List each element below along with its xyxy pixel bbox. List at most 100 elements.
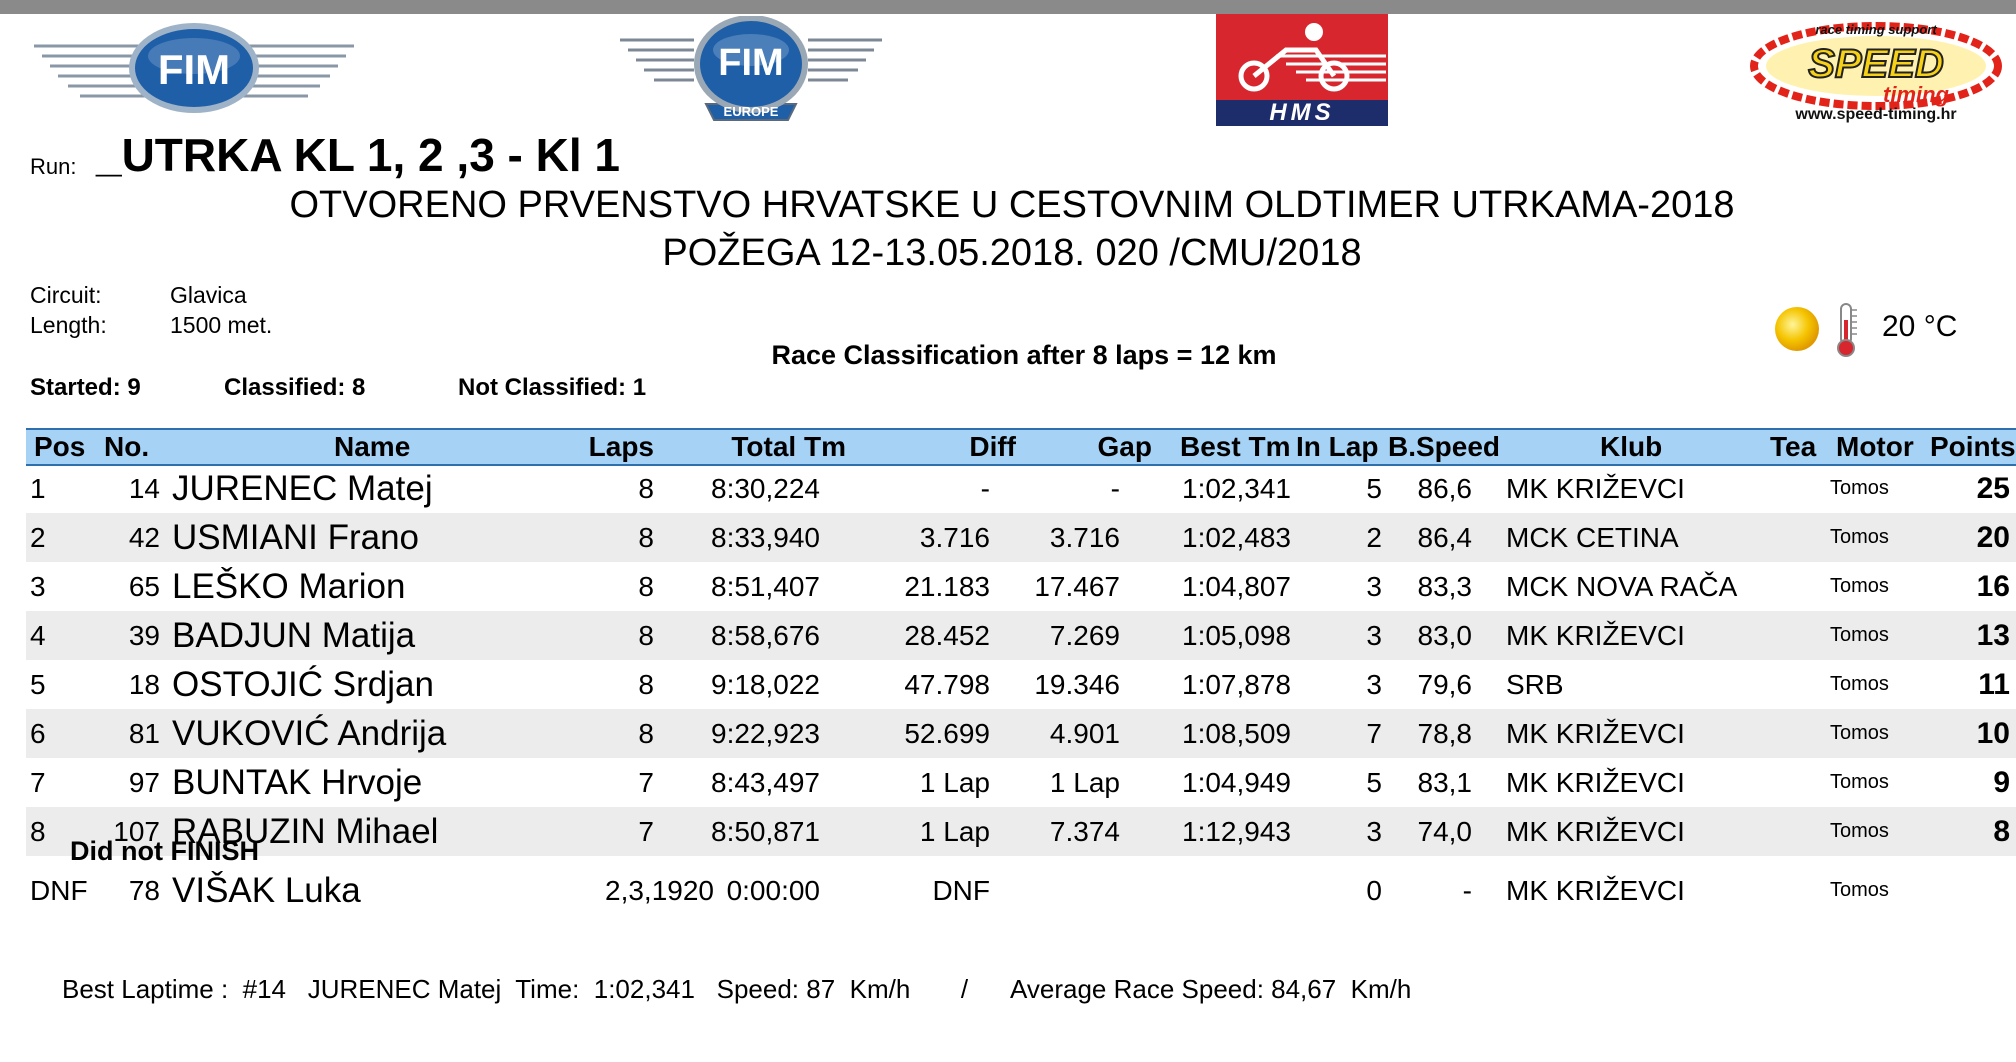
sun-icon xyxy=(1772,304,1822,354)
speed-logo-toptext: race timing support xyxy=(1815,22,1937,37)
table-row: 8 107 RABUZIN Mihael 7 8:50,871 1 Lap 7.374 1:1… xyxy=(26,807,2016,856)
cell-motor: Tomos xyxy=(1830,526,1889,548)
cell-motor: Tomos xyxy=(1830,820,1889,842)
circuit-label: Circuit: xyxy=(30,282,102,308)
cell-points: 25 xyxy=(1976,472,2010,505)
run-label: Run: xyxy=(30,154,77,179)
cell-best: 1:05,098 xyxy=(1182,620,1291,651)
dnf-total: 0:00:00 xyxy=(726,875,820,906)
dnf-pos: DNF xyxy=(30,875,88,906)
cell-bspeed: 83,1 xyxy=(1417,767,1473,798)
cell-name: OSTOJIĆ Srdjan xyxy=(172,665,434,704)
cell-name: LEŠKO Marion xyxy=(172,567,406,606)
event-subtitle: POŽEGA 12-13.05.2018. 020 /CMU/2018 xyxy=(662,232,1362,274)
cell-klub: MCK CETINA xyxy=(1506,522,1679,553)
cell-points: 11 xyxy=(1978,668,2010,701)
cell-pos: 2 xyxy=(30,522,46,553)
dnf-no: 78 xyxy=(128,875,160,906)
speed-logo-text: SPEED xyxy=(1807,41,1945,87)
cell-inlap: 2 xyxy=(1366,522,1382,553)
col-tea: Tea xyxy=(1770,431,1817,462)
dnf-row: DNF 78 VIŠAK Luka 2,3,1920 0:00:00 DNF 0… xyxy=(26,866,2016,915)
cell-best: 1:07,878 xyxy=(1182,669,1291,700)
cell-diff: 1 Lap xyxy=(919,767,990,798)
cell-gap: 7.269 xyxy=(1049,620,1120,651)
col-no: No. xyxy=(104,431,150,462)
cell-bspeed: 86,6 xyxy=(1417,473,1473,504)
col-name: Name xyxy=(334,431,411,462)
cell-diff: 28.452 xyxy=(904,620,990,651)
cell-motor: Tomos xyxy=(1830,575,1889,597)
cell-bspeed: 83,3 xyxy=(1417,571,1473,602)
dnf-title: Did not FINISH xyxy=(70,836,259,866)
cell-diff: 1 Lap xyxy=(919,816,990,847)
cell-gap: - xyxy=(1110,473,1120,504)
cell-laps: 8 xyxy=(638,718,654,749)
cell-total: 8:50,871 xyxy=(711,816,820,847)
not-classified-count: Not Classified: 1 xyxy=(458,374,647,401)
col-motor: Motor xyxy=(1836,431,1914,462)
cell-inlap: 3 xyxy=(1366,571,1382,602)
cell-pos: 7 xyxy=(30,767,46,798)
cell-motor: Tomos xyxy=(1830,771,1889,793)
col-inlap: In Lap xyxy=(1296,431,1379,462)
cell-laps: 8 xyxy=(638,473,654,504)
speed-timing-logo: race timing support SPEED timing www.spe… xyxy=(1736,14,2014,126)
cell-bspeed: 86,4 xyxy=(1417,522,1473,553)
table-row: 7 97 BUNTAK Hrvoje 7 8:43,497 1 Lap 1 Lap 1:04,… xyxy=(26,758,2016,807)
cell-bspeed: 78,8 xyxy=(1417,718,1473,749)
col-points: Points xyxy=(1930,431,2016,462)
cell-laps: 8 xyxy=(638,669,654,700)
cell-points: 8 xyxy=(1993,815,2010,848)
cell-motor: Tomos xyxy=(1830,722,1889,744)
cell-inlap: 7 xyxy=(1366,718,1382,749)
cell-motor: Tomos xyxy=(1830,624,1889,646)
col-gap: Gap xyxy=(1097,431,1152,462)
cell-gap: 3.716 xyxy=(1049,522,1120,553)
cell-inlap: 5 xyxy=(1366,767,1382,798)
table-header: Pos No. Name Laps Total Tm Diff Gap Best… xyxy=(26,428,2016,466)
cell-points: 13 xyxy=(1976,619,2010,652)
cell-motor: Tomos xyxy=(1830,673,1889,695)
cell-klub: SRB xyxy=(1506,669,1564,700)
cell-diff: 3.716 xyxy=(919,522,990,553)
result-sheet: FIM FIM EUROPE HMS xyxy=(0,14,2016,1062)
length-label: Length: xyxy=(30,312,107,338)
cell-pos: 4 xyxy=(30,620,46,651)
table-row: 4 39 BADJUN Matija 8 8:58,676 28.452 7.269 1:05… xyxy=(26,611,2016,660)
cell-gap: 17.467 xyxy=(1034,571,1120,602)
cell-points: 10 xyxy=(1976,717,2010,750)
cell-gap: 4.901 xyxy=(1049,718,1120,749)
cell-gap: 19.346 xyxy=(1034,669,1120,700)
cell-laps: 7 xyxy=(638,767,654,798)
cell-best: 1:02,483 xyxy=(1182,522,1291,553)
fim-europe-logo: FIM EUROPE xyxy=(614,15,888,128)
cell-no: 107 xyxy=(113,816,160,847)
cell-klub: MK KRIŽEVCI xyxy=(1506,816,1685,847)
cell-no: 81 xyxy=(128,718,160,749)
dnf-inlap: 0 xyxy=(1366,875,1382,906)
cell-name: USMIANI Frano xyxy=(172,518,419,557)
cell-total: 8:33,940 xyxy=(711,522,820,553)
thermometer-icon xyxy=(1832,302,1860,358)
hms-logo: HMS xyxy=(1216,14,1388,126)
hms-logo-text: HMS xyxy=(1269,99,1335,126)
cell-no: 65 xyxy=(128,571,160,602)
cell-points: 20 xyxy=(1976,521,2010,554)
col-laps: Laps xyxy=(588,431,654,462)
event-title: OTVORENO PRVENSTVO HRVATSKE U CESTOVNIM … xyxy=(289,184,1735,226)
cell-no: 97 xyxy=(128,767,160,798)
col-klub: Klub xyxy=(1600,431,1663,462)
cell-motor: Tomos xyxy=(1830,477,1889,499)
cell-pos: 1 xyxy=(30,473,46,504)
cell-diff: 21.183 xyxy=(904,571,990,602)
footer-summary: Best Laptime : #14 JURENEC Matej Time: 1… xyxy=(62,974,1412,1004)
cell-name: BUNTAK Hrvoje xyxy=(172,763,423,802)
col-diff: Diff xyxy=(969,431,1016,462)
cell-no: 42 xyxy=(128,522,160,553)
cell-gap: 7.374 xyxy=(1049,816,1120,847)
dnf-motor: Tomos xyxy=(1830,879,1889,901)
fim-europe-logo-text: FIM xyxy=(718,42,784,84)
cell-best: 1:04,807 xyxy=(1182,571,1291,602)
cell-best: 1:08,509 xyxy=(1182,718,1291,749)
